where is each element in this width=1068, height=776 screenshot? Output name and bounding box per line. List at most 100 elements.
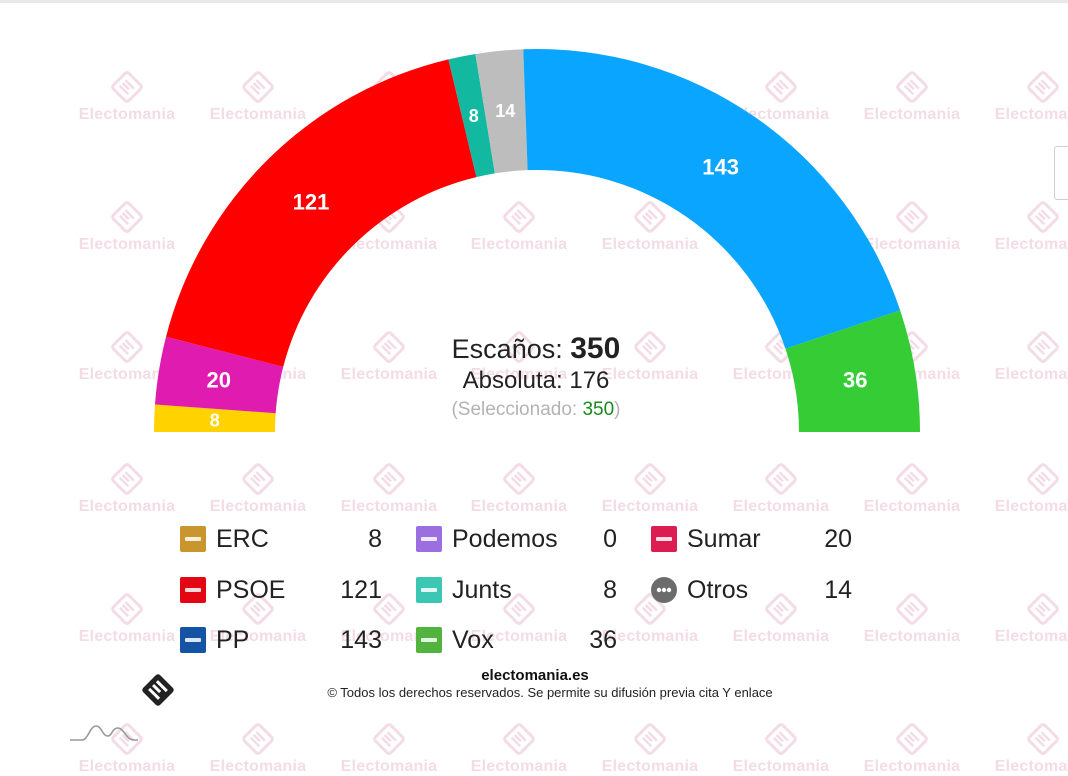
watermark-tile: Electomania (857, 722, 967, 776)
otros-chat-icon (651, 577, 677, 603)
seat-summary: Escaños: 350 Absoluta: 176 (Seleccionado… (386, 332, 686, 424)
watermark-text: Electomania (340, 498, 438, 515)
legend-party-seats: 121 (340, 576, 382, 604)
hemicycle-segment-6[interactable] (785, 310, 920, 432)
watermark-logo-icon (373, 723, 405, 755)
segment-seat-label: 14 (495, 101, 515, 121)
watermark-tile: Electomania (203, 722, 313, 776)
watermark-tile: Electomania (334, 462, 444, 516)
watermark-tile: Electomania (988, 592, 1068, 646)
segment-seat-label: 20 (206, 368, 230, 393)
segment-seat-label: 8 (210, 410, 220, 430)
footer-site: electomania.es (481, 667, 589, 684)
legend-item-pp[interactable]: PP 143 (180, 624, 382, 654)
watermark-text: Electomania (863, 498, 961, 515)
watermark-text: Electomania (78, 498, 176, 515)
watermark-tile: Electomania (72, 462, 182, 516)
watermark-logo-icon (896, 593, 928, 625)
watermark-tile: Electomania (203, 462, 313, 516)
watermark-tile: Electomania (595, 722, 705, 776)
watermark-text: Electomania (340, 758, 438, 775)
watermark-text: Electomania (994, 628, 1068, 645)
sumar-logo-icon (651, 526, 677, 552)
watermark-text: Electomania (863, 628, 961, 645)
watermark-logo-icon (242, 723, 274, 755)
watermark-text: Electomania (601, 498, 699, 515)
majority-label: Absoluta: (462, 367, 563, 394)
watermark-tile: Electomania (726, 462, 836, 516)
watermark-tile: Electomania (726, 722, 836, 776)
watermark-text: Electomania (470, 498, 568, 515)
watermark-tile: Electomania (72, 592, 182, 646)
legend-party-seats: 8 (603, 576, 617, 604)
watermark-text: Electomania (470, 758, 568, 775)
vox-logo-icon (416, 627, 442, 653)
hemicycle-segment-5[interactable] (523, 48, 901, 349)
legend-party-name: ERC (216, 525, 269, 553)
hemicycle-segment-1[interactable] (154, 336, 284, 414)
watermark-tile: Electomania (857, 592, 967, 646)
selected-label: (Seleccionado: (451, 399, 578, 420)
footer-rights: © Todos los derechos reservados. Se perm… (327, 685, 773, 700)
watermark-logo-icon (503, 723, 535, 755)
majority-value: 176 (569, 367, 610, 394)
watermark-tile: Electomania (988, 462, 1068, 516)
watermark-logo-icon (111, 463, 143, 495)
hemicycle-segment-0[interactable] (154, 404, 276, 432)
watermark-logo-icon (896, 463, 928, 495)
watermark-tile: Electomania (857, 462, 967, 516)
pp-logo-icon (180, 627, 206, 653)
legend-item-otros[interactable]: Otros 14 (651, 574, 852, 604)
watermark-tile: Electomania (464, 722, 574, 776)
erc-logo-icon (180, 526, 206, 552)
psoe-logo-icon (180, 577, 206, 603)
legend-party-name: Sumar (687, 525, 761, 553)
legend-party-name: PSOE (216, 576, 286, 604)
watermark-logo-icon (503, 463, 535, 495)
legend-party-seats: 36 (589, 626, 617, 654)
majority-line: Absoluta: 176 (386, 366, 686, 396)
legend-party-seats: 8 (368, 525, 382, 553)
top-border-line (0, 0, 1068, 3)
legend-party-seats: 14 (824, 576, 852, 604)
watermark-logo-icon (242, 463, 274, 495)
watermark-tile: Electomania (988, 722, 1068, 776)
electomania-logo-icon (142, 674, 174, 706)
watermark-text: Electomania (601, 758, 699, 775)
watermark-text: Electomania (209, 758, 307, 775)
hemicycle-segment-2[interactable] (166, 59, 477, 367)
watermark-logo-icon (634, 463, 666, 495)
legend-item-junts[interactable]: Junts 8 (416, 574, 617, 604)
legend-item-vox[interactable]: Vox 36 (416, 624, 617, 654)
legend-party-name: Otros (687, 576, 749, 604)
selected-close: ) (614, 399, 621, 420)
total-seats-value: 350 (570, 332, 621, 365)
watermark-logo-icon (634, 723, 666, 755)
watermark-logo-icon (1027, 593, 1059, 625)
legend-item-sumar[interactable]: Sumar 20 (651, 523, 852, 553)
legend-item-psoe[interactable]: PSOE 121 (180, 574, 382, 604)
watermark-logo-icon (1027, 463, 1059, 495)
legend-item-erc[interactable]: ERC 8 (180, 523, 382, 553)
watermark-text: Electomania (732, 758, 830, 775)
legend-party-name: Vox (452, 626, 494, 654)
podemos-logo-icon (416, 526, 442, 552)
watermark-tile: Electomania (595, 462, 705, 516)
watermark-text: Electomania (78, 628, 176, 645)
hemicycle-segment-3[interactable] (448, 53, 495, 178)
legend-item-podemos[interactable]: Podemos 0 (416, 523, 617, 553)
total-seats-label: Escaños: (451, 334, 563, 364)
watermark-logo-icon (765, 723, 797, 755)
hemicycle-segment-4[interactable] (475, 49, 528, 174)
watermark-logo-icon (1027, 723, 1059, 755)
watermark-tile: Electomania (464, 462, 574, 516)
watermark-logo-icon (765, 463, 797, 495)
segment-seat-label: 143 (702, 154, 739, 179)
selected-line: (Seleccionado: 350) (386, 396, 686, 424)
legend-party-name: PP (216, 626, 250, 654)
side-scroll-tab[interactable] (1054, 146, 1068, 200)
segment-seat-label: 36 (843, 368, 867, 393)
watermark-text: Electomania (994, 758, 1068, 775)
segment-seat-label: 121 (293, 189, 330, 214)
legend-party-seats: 0 (603, 525, 617, 553)
